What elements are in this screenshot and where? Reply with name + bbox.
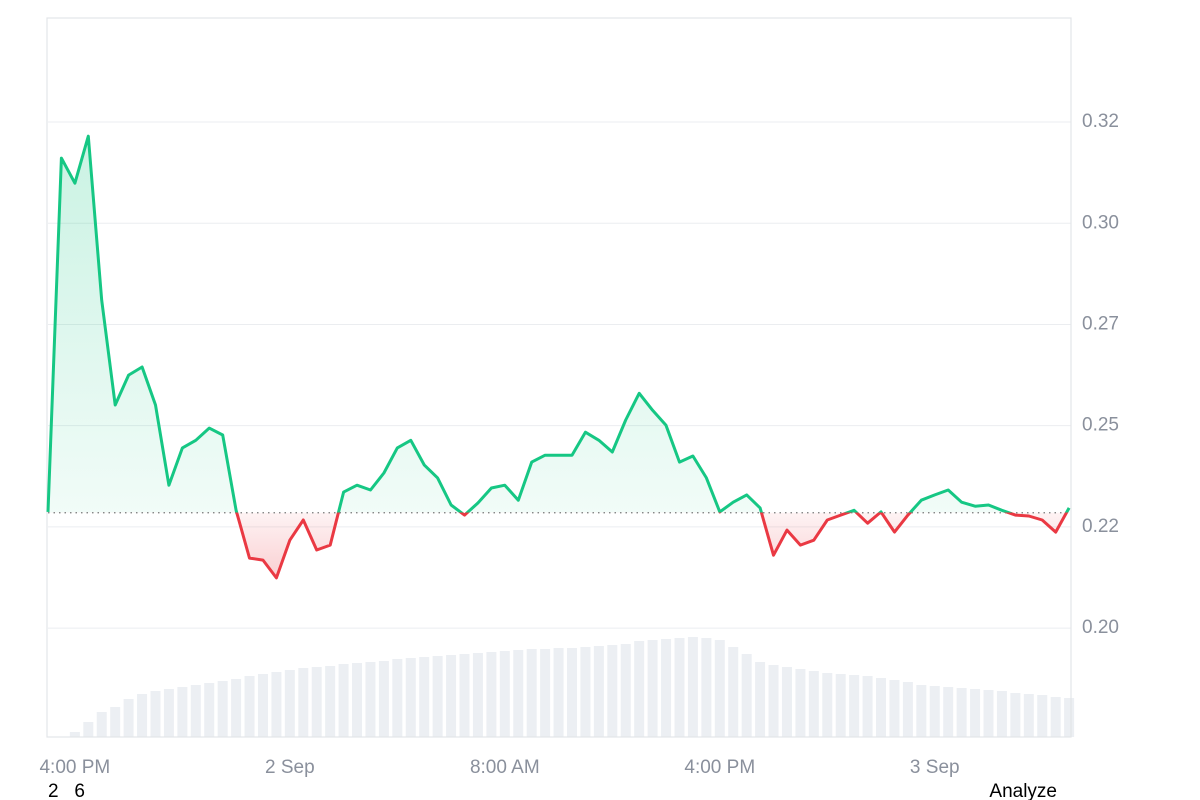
volume-bar [446, 655, 457, 737]
volume-bar [943, 687, 954, 737]
volume-bar [1037, 695, 1048, 737]
volume-bar [822, 673, 833, 737]
volume-bar [163, 689, 174, 737]
volume-bar [540, 649, 551, 737]
volume-bar [929, 686, 940, 737]
volume-bar [701, 638, 712, 737]
volume-bar [257, 674, 268, 737]
volume-bar [526, 649, 537, 737]
volume-bar [553, 648, 564, 737]
volume-bar [1010, 693, 1021, 737]
volume-bar [580, 647, 591, 737]
volume-bar [1050, 697, 1061, 737]
volume-bar [392, 659, 403, 737]
volume-bar [405, 658, 416, 737]
y-tick-label: 0.30 [1082, 212, 1119, 233]
volume-bar [137, 694, 148, 737]
volume-bar [862, 676, 873, 737]
footer-left: 2 6 [48, 781, 85, 800]
volume-bar [661, 639, 672, 737]
volume-bar [808, 671, 819, 737]
volume-bar [835, 674, 846, 737]
x-tick-label: 4:00 PM [39, 757, 110, 778]
volume-bar [338, 664, 349, 737]
volume-bar [190, 685, 201, 737]
x-tick-label: 4:00 PM [684, 757, 755, 778]
volume-bar [432, 656, 443, 737]
volume-bar [970, 689, 981, 737]
volume-bar [499, 651, 510, 737]
volume-bar [83, 722, 94, 737]
area-fill [48, 136, 1070, 578]
volume-bar [849, 675, 860, 737]
y-tick-label: 0.32 [1082, 111, 1119, 132]
volume-bar [728, 647, 739, 737]
volume-bar [741, 654, 752, 737]
volume-bar [177, 687, 188, 737]
volume-bar [271, 672, 282, 737]
volume-bar [150, 691, 161, 737]
volume-bar [419, 657, 430, 737]
volume-bar [378, 661, 389, 737]
volume-bar [795, 669, 806, 737]
volume-bar [902, 682, 913, 737]
volume-bar [768, 665, 779, 737]
volume-bar [755, 662, 766, 737]
volume-bar [1064, 698, 1075, 737]
y-tick-label: 0.25 [1082, 415, 1119, 436]
volume-bar [123, 699, 134, 737]
volume-bar [620, 644, 631, 737]
volume-bar [607, 645, 618, 737]
volume-bar [1023, 694, 1034, 737]
volume-bar [204, 683, 215, 737]
volume-bar [231, 679, 242, 737]
x-tick-label: 8:00 AM [470, 757, 540, 778]
volume-bar [298, 668, 309, 737]
volume-bar [217, 681, 228, 737]
volume-bar [566, 648, 577, 737]
volume-bar [983, 690, 994, 737]
volume-bar [284, 670, 295, 737]
x-tick-label: 3 Sep [910, 757, 960, 778]
footer-right[interactable]: Analyze [989, 781, 1057, 800]
volume-bar [311, 667, 322, 737]
y-tick-label: 0.27 [1082, 313, 1119, 334]
volume-bar [916, 685, 927, 737]
y-tick-label: 0.22 [1082, 516, 1119, 537]
volume-bar [365, 662, 376, 737]
volume-bar [996, 691, 1007, 737]
volume-bar [352, 663, 363, 737]
plot-frame [46, 17, 1072, 738]
volume-bar [472, 653, 483, 737]
volume-bar [889, 680, 900, 737]
volume-bar [674, 638, 685, 737]
volume-bar [96, 712, 107, 737]
volume-bar [110, 707, 121, 737]
price-line [46, 134, 1071, 580]
volume-bar [956, 688, 967, 737]
volume-bar [69, 732, 80, 737]
volume-bar [486, 652, 497, 737]
volume-bar [459, 654, 470, 737]
volume-bar [244, 676, 255, 737]
volume-bar [714, 640, 725, 737]
volume-bar [687, 637, 698, 737]
volume-bar [593, 646, 604, 737]
volume-bar [781, 667, 792, 737]
x-tick-label: 2 Sep [265, 757, 315, 778]
y-tick-label: 0.20 [1082, 617, 1119, 638]
volume-bar [513, 650, 524, 737]
volume-bar [647, 640, 658, 737]
volume-bar [634, 641, 645, 737]
volume-bar [876, 678, 887, 737]
volume-bar [325, 666, 336, 737]
